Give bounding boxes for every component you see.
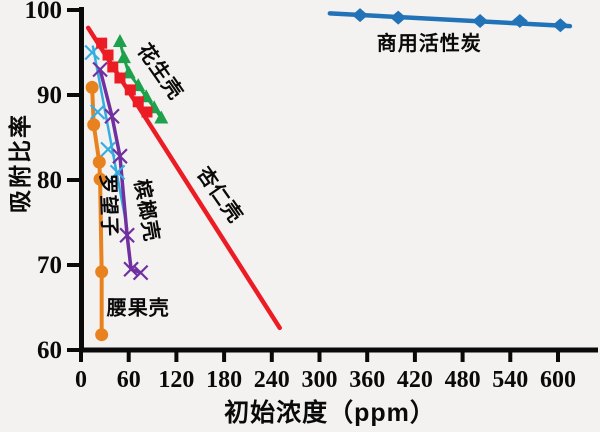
diamond-marker	[511, 14, 528, 29]
circle-marker	[85, 80, 99, 94]
x-tick-label: 60	[117, 367, 141, 393]
series-label: 罗望子	[96, 174, 122, 238]
x-tick-label: 480	[445, 367, 481, 393]
y-tick-label: 60	[37, 337, 62, 364]
series-label: 槟榔壳	[130, 177, 165, 243]
x-tick-label: 600	[540, 367, 576, 393]
x-tick-label: 300	[302, 367, 338, 393]
diamond-marker	[472, 14, 489, 29]
circle-marker	[95, 328, 109, 342]
y-tick-label: 90	[37, 82, 62, 109]
x-marker	[119, 227, 135, 244]
square-marker	[132, 96, 144, 108]
square-marker	[124, 84, 136, 96]
x-tick-label: 0	[75, 367, 87, 393]
square-marker	[107, 61, 119, 73]
triangle-marker	[116, 50, 131, 64]
square-marker	[114, 72, 126, 84]
y-tick-label: 100	[25, 0, 63, 24]
x-marker	[123, 261, 139, 278]
series-label: 腰果壳	[106, 295, 170, 319]
trendline-diamond	[327, 11, 573, 29]
x-tick-label: 180	[206, 367, 242, 393]
x-tick-label: 120	[158, 367, 194, 393]
x-tick-label: 540	[492, 367, 528, 393]
diamond-marker	[552, 18, 569, 33]
x-marker	[112, 148, 128, 164]
y-tick-label: 80	[37, 167, 62, 194]
circle-marker	[95, 265, 109, 279]
y-tick-label: 70	[37, 252, 62, 279]
series-label: 杏仁壳	[192, 161, 248, 227]
trendline-x	[91, 45, 129, 230]
x-tick-label: 360	[349, 367, 385, 393]
x-marker	[89, 104, 106, 120]
triangle-marker	[154, 110, 169, 124]
series-label: 花生壳	[133, 39, 189, 104]
x-marker	[109, 164, 126, 181]
y-axis-title: 吸附比率	[7, 113, 33, 213]
x-marker	[100, 141, 116, 158]
square-marker	[102, 49, 114, 61]
series-label: 商用活性炭	[377, 31, 482, 55]
x-tick-label: 420	[397, 367, 433, 393]
circle-marker	[93, 172, 107, 186]
x-marker	[92, 61, 108, 78]
circle-marker	[87, 118, 101, 132]
x-marker	[104, 108, 120, 125]
x-axis-title: 初始浓度（ppm）	[224, 399, 436, 427]
circle-marker	[92, 155, 106, 169]
square-marker	[96, 37, 108, 49]
x-marker	[132, 264, 149, 281]
x-tick-label: 240	[254, 367, 290, 393]
triangle-marker	[112, 33, 127, 47]
diamond-marker	[352, 8, 369, 23]
diamond-marker	[390, 10, 407, 25]
square-marker	[141, 106, 153, 118]
